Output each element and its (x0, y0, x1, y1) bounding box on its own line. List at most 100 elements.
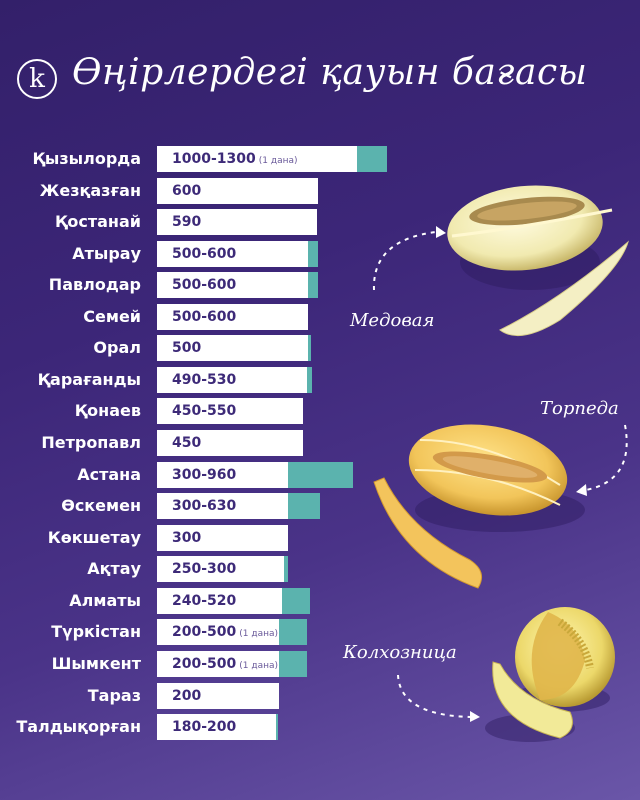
chart-row: Алматы 240-520 (0, 587, 640, 614)
price-value: 590 (172, 209, 201, 235)
price-text: 300-630 (172, 498, 237, 515)
price-value: 500-600 (172, 304, 236, 330)
chart-row: Орал 500 (0, 335, 640, 362)
price-bar-range (308, 272, 318, 299)
chart-row: Тараз 200 (0, 682, 640, 709)
region-label: Қонаев (74, 401, 141, 421)
region-label: Қызылорда (32, 149, 141, 168)
price-value: 600 (172, 178, 201, 204)
chart-row: Қостанай 590 (0, 209, 640, 236)
melon-label-torpedo: Торпеда (540, 398, 619, 419)
price-text: 200-500 (172, 624, 237, 641)
price-value: 200-500 (1 дана) (172, 619, 278, 645)
price-value: 500 (172, 335, 201, 361)
chart-row: Жезқазған 600 (0, 177, 640, 204)
price-value: 200-500 (1 дана) (172, 651, 278, 677)
price-bar-min (157, 177, 318, 204)
chart-row: Ақтау 250-300 (0, 556, 640, 583)
price-bar-min (157, 587, 282, 614)
price-text: 240-520 (172, 592, 237, 609)
region-label: Қостанай (54, 212, 141, 232)
price-bar-range (288, 493, 320, 520)
region-label: Павлодар (48, 275, 141, 295)
region-label: Жезқазған (39, 180, 141, 200)
price-bar-min (157, 714, 276, 741)
price-note: (1 дана) (258, 156, 298, 166)
price-text: 490-530 (172, 371, 237, 388)
price-value: 300 (172, 525, 201, 551)
chart-row: Түркістан 200-500 (1 дана) (0, 619, 640, 646)
price-note: (1 дана) (239, 629, 279, 640)
price-bar-range (284, 556, 288, 583)
region-label: Шымкент (51, 653, 141, 673)
price-text: 200 (172, 687, 202, 704)
price-bar-min (157, 398, 303, 425)
price-bar-range (308, 335, 311, 362)
price-value: 450 (172, 430, 201, 456)
melon-label-kolkhoznitsa: Колхозница (343, 642, 457, 663)
price-text: 300 (172, 529, 202, 546)
chart-row: Қарағанды 490-530 (0, 366, 640, 393)
price-bar-min (157, 272, 308, 299)
region-label: Астана (77, 464, 141, 484)
chart-row: Көкшетау 300 (0, 524, 640, 551)
price-bar-min (157, 493, 288, 520)
price-text: 500-600 (172, 245, 237, 262)
price-value: 300-960 (172, 462, 236, 488)
price-text: 300-960 (172, 466, 237, 483)
price-text: 500-600 (172, 277, 237, 294)
price-value: 500-600 (172, 241, 236, 267)
price-bar-min (157, 682, 279, 709)
price-value: 300-630 (172, 493, 236, 519)
chart-row: Астана 300-960 (0, 461, 640, 488)
price-bar-range (282, 587, 310, 614)
price-bar-range (308, 240, 318, 267)
chart-row: Павлодар 500-600 (0, 272, 640, 299)
price-text: 1000-1300 (172, 151, 256, 167)
chart-row: Семей 500-600 (0, 303, 640, 330)
price-bar-min (157, 366, 307, 393)
price-value: 490-530 (172, 367, 236, 393)
price-text: 200-500 (172, 655, 237, 672)
logo-letter: k (29, 64, 45, 94)
price-text: 450-550 (172, 403, 237, 420)
price-text: 180-200 (172, 719, 237, 736)
price-bar-min (157, 430, 303, 457)
price-value: 1000-1300 (1 дана) (172, 146, 298, 172)
price-value: 200 (172, 683, 201, 709)
region-label: Атырау (72, 243, 141, 263)
price-value: 250-300 (172, 556, 236, 582)
price-bar-min (157, 209, 317, 236)
price-text: 500 (172, 340, 202, 357)
chart-row: Шымкент 200-500 (1 дана) (0, 650, 640, 677)
price-bar-min (157, 461, 288, 488)
price-bar-range (276, 714, 278, 741)
price-bar-min (157, 146, 357, 172)
price-value: 450-550 (172, 398, 236, 424)
honeydew-melon-icon (447, 185, 629, 337)
chart-row: Қонаев 450-550 (0, 398, 640, 425)
price-text: 250-300 (172, 561, 237, 578)
price-bar-range (307, 366, 312, 393)
price-text: 450 (172, 435, 202, 452)
price-value: 180-200 (172, 714, 236, 740)
region-label: Семей (83, 306, 141, 326)
price-value: 500-600 (172, 272, 236, 298)
price-bar-range (279, 650, 307, 677)
price-bar-min (157, 240, 308, 267)
region-label: Тараз (87, 685, 141, 705)
price-bar-min (157, 650, 279, 677)
price-bar-min (157, 335, 308, 362)
region-label: Алматы (69, 590, 141, 610)
region-label: Талдықорған (16, 717, 141, 737)
region-label: Түркістан (51, 622, 141, 642)
melon-label-honeydew: Медовая (350, 310, 435, 331)
price-bar-range (357, 146, 387, 172)
chart-row: Қызылорда 1000-1300 (1 дана) (0, 146, 640, 172)
brand-logo: k (17, 59, 57, 99)
torpedo-melon-icon (373, 424, 585, 589)
page-title: Өңірлердегі қауын бағасы (72, 52, 588, 93)
price-text: 590 (172, 214, 202, 231)
region-label: Ақтау (87, 559, 141, 579)
